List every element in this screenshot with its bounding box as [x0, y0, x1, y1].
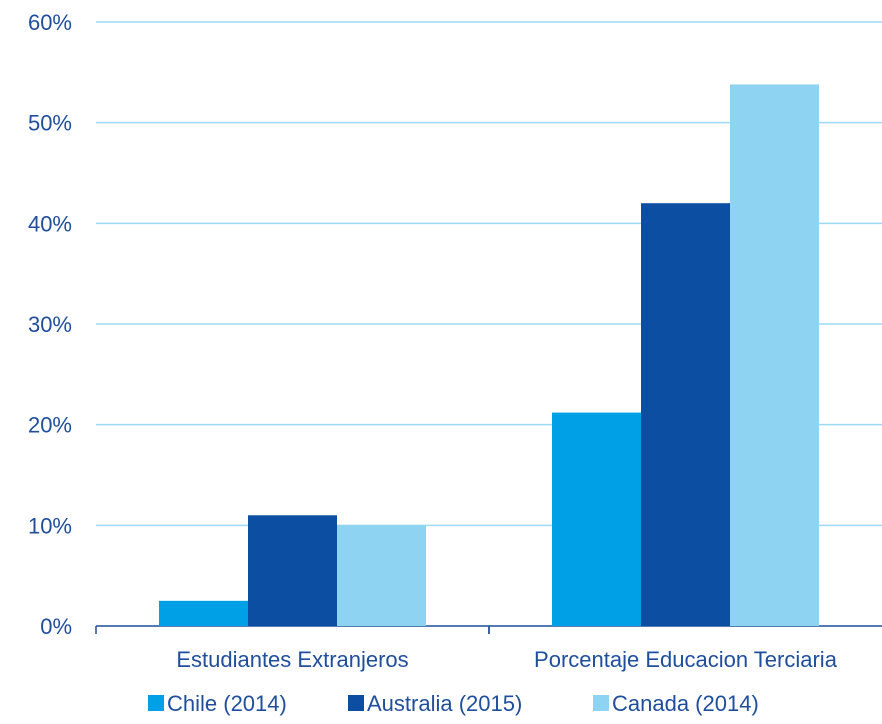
bar	[552, 412, 641, 626]
legend-swatch	[348, 695, 364, 711]
legend-label: Canada (2014)	[612, 691, 759, 716]
legend-label: Chile (2014)	[167, 691, 287, 716]
y-tick-label: 50%	[28, 111, 72, 136]
x-category-label: Porcentaje Educacion Terciaria	[534, 647, 838, 672]
y-tick-label: 40%	[28, 211, 72, 236]
bar	[159, 600, 248, 626]
legend-label: Australia (2015)	[367, 691, 522, 716]
bar	[248, 515, 337, 626]
y-tick-label: 0%	[40, 614, 72, 639]
x-category-label: Estudiantes Extranjeros	[176, 647, 408, 672]
y-tick-label: 60%	[28, 10, 72, 35]
y-tick-label: 20%	[28, 413, 72, 438]
y-tick-label: 10%	[28, 513, 72, 538]
bar	[641, 203, 730, 626]
y-tick-label: 30%	[28, 312, 72, 337]
legend-swatch	[593, 695, 609, 711]
bar	[337, 525, 426, 626]
bar	[730, 84, 819, 626]
legend-swatch	[148, 695, 164, 711]
